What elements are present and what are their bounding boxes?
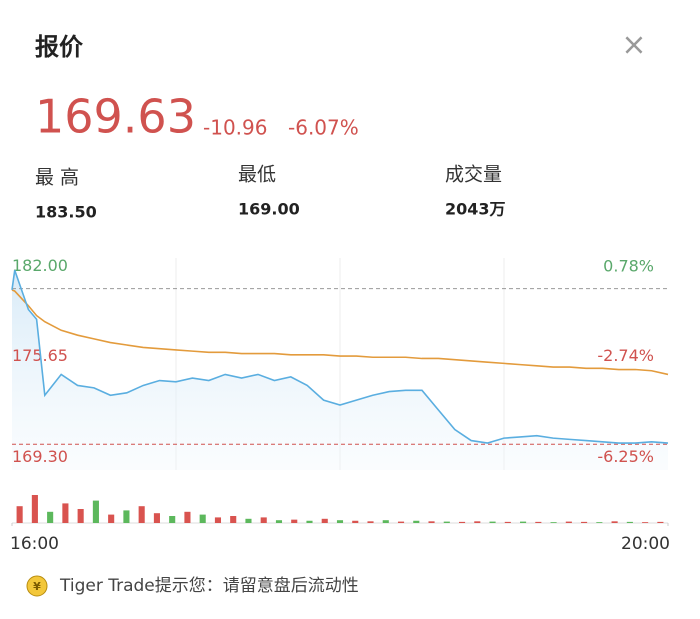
stat-value: 183.50 (35, 203, 97, 222)
volume-bar (352, 520, 359, 523)
footer-text: Tiger Trade提示您：请留意盘后流动性 (59, 576, 359, 596)
volume-bar (397, 521, 405, 523)
y2-tick-label: -2.74% (597, 346, 654, 365)
y-tick-label: 169.30 (12, 447, 68, 466)
y2-tick-label: 0.78% (603, 256, 654, 275)
volume-bar (611, 521, 618, 523)
last-price: 169.63 (35, 90, 196, 144)
stat-label: 成交量 (445, 164, 502, 186)
volume-bar (565, 521, 572, 523)
volume-bar (230, 516, 237, 523)
stat-value: 169.00 (238, 200, 300, 219)
volume-bar (47, 511, 54, 523)
volume-bar (642, 522, 649, 523)
price-change-pct: -6.07% (288, 116, 359, 140)
x-tick-label: 16:00 (10, 534, 59, 554)
panel-title: 报价 (35, 33, 84, 61)
volume-bar (382, 520, 389, 523)
volume-bar (336, 520, 344, 523)
volume-bar (214, 517, 222, 523)
volume-bar (108, 514, 115, 523)
volume-bar (443, 521, 450, 523)
volume-bar (596, 522, 603, 523)
volume-bar (581, 521, 588, 523)
volume-bar (291, 519, 298, 523)
stat-label: 最 高 (35, 167, 79, 189)
volume-bar (520, 521, 527, 523)
volume-bar (535, 521, 542, 523)
volume-bar (16, 506, 23, 523)
stat-label: 最低 (238, 164, 276, 186)
volume-bar (657, 521, 664, 523)
volume-bar (169, 516, 176, 523)
volume-bar (413, 520, 420, 523)
volume-bar (458, 521, 466, 523)
volume-bar (62, 503, 69, 523)
price-change: -10.96 (203, 116, 267, 140)
footer-icon (26, 575, 48, 597)
price-area (12, 270, 668, 470)
series-line (11, 269, 669, 444)
volume-bar (367, 521, 374, 523)
volume-bar (138, 506, 145, 523)
volume-bar (123, 510, 130, 523)
volume-bar (199, 514, 206, 523)
volume-bar (321, 518, 328, 523)
volume-bar (92, 500, 99, 523)
volume-bar (77, 509, 84, 523)
volume-bar (31, 495, 38, 523)
volume-bar (474, 521, 481, 523)
stat-value: 2043万 (445, 200, 506, 219)
volume-bar (153, 513, 160, 523)
volume-bar (184, 511, 191, 523)
y2-tick-label: -6.25% (597, 447, 654, 466)
volume-bar (275, 520, 283, 523)
volume-bar (428, 521, 435, 523)
volume-bar (306, 520, 313, 523)
x-tick-label: 20:00 (621, 534, 670, 554)
series-line (11, 289, 669, 376)
volume-bar (626, 521, 633, 523)
volume-bar (550, 522, 557, 523)
volume-bar (489, 521, 496, 523)
volume-bar (504, 521, 511, 523)
y-tick-label: 182.00 (12, 256, 68, 275)
footer-icon-glyph: ¥ (33, 580, 41, 593)
volume-bar (260, 517, 267, 523)
volume-bar (245, 518, 252, 523)
close-button[interactable]: × (621, 28, 646, 63)
